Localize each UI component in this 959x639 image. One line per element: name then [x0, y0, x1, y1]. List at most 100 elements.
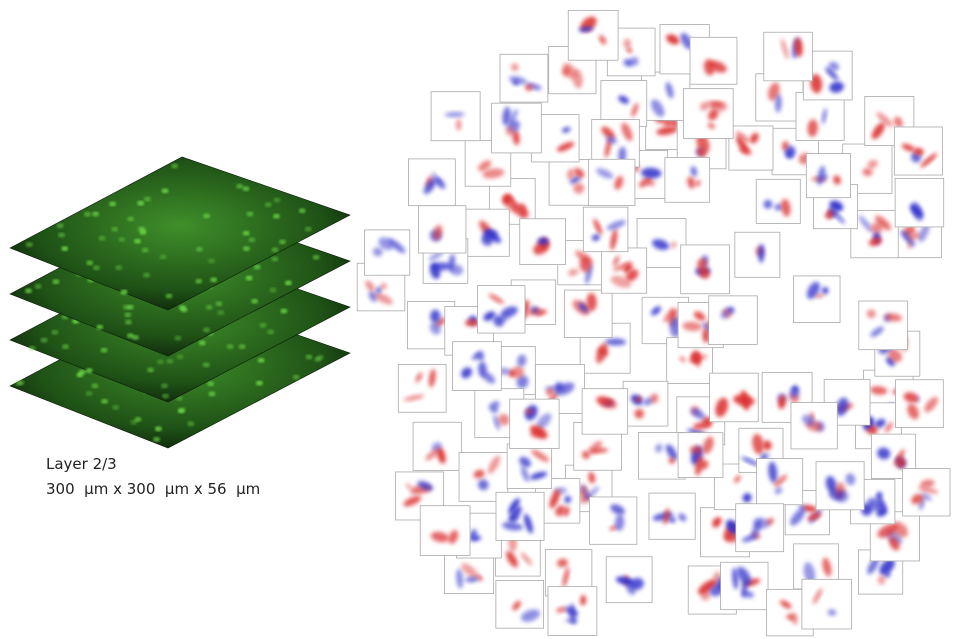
- cell: [254, 265, 261, 270]
- tile-frame: [582, 389, 628, 435]
- cell: [25, 288, 32, 293]
- cell: [206, 305, 213, 310]
- cell: [199, 341, 206, 346]
- receptive-field-tile: [895, 380, 943, 428]
- cell: [273, 214, 280, 219]
- receptive-field-tile: [453, 342, 502, 391]
- tile-frame: [420, 506, 470, 556]
- receptive-field-tile: [729, 126, 773, 170]
- cell: [132, 335, 139, 340]
- receptive-field-tile: [756, 179, 800, 223]
- receptive-field-tile: [398, 364, 446, 412]
- receptive-field-tile: [721, 562, 768, 609]
- cell: [84, 212, 91, 217]
- receptive-field-tile: [601, 248, 646, 293]
- cell: [317, 355, 324, 360]
- receptive-field-tile: [431, 92, 480, 141]
- cell: [86, 260, 93, 265]
- tile-frame: [589, 497, 636, 544]
- receptive-field-tile: [606, 557, 652, 603]
- cell: [112, 405, 119, 410]
- cell: [179, 305, 186, 310]
- cell: [208, 258, 215, 263]
- receptive-field-tile: [665, 158, 710, 203]
- tile-frame: [756, 179, 800, 223]
- cell: [280, 309, 287, 314]
- cell: [217, 310, 224, 315]
- receptive-field-tile: [623, 381, 668, 426]
- cell: [111, 227, 118, 232]
- cell: [265, 202, 272, 207]
- cell: [138, 226, 145, 231]
- figure: Layer 2/3 300 μm x 300 μm x 56 μm (() =>…: [0, 0, 959, 639]
- receptive-field-tile: [806, 153, 850, 197]
- tile-frame: [859, 301, 908, 350]
- cell: [203, 213, 210, 218]
- cell: [174, 336, 181, 341]
- receptive-field-tile: [683, 89, 733, 139]
- receptive-field-tile: [903, 469, 950, 516]
- cell: [293, 375, 300, 380]
- receptive-field-tile: [589, 159, 635, 205]
- cell: [86, 368, 93, 373]
- cell: [246, 276, 253, 281]
- cell: [130, 420, 137, 425]
- cell: [96, 325, 103, 330]
- receptive-field-tile: [582, 389, 628, 435]
- cell: [93, 265, 100, 270]
- cell: [58, 233, 65, 238]
- receptive-field-tile: [710, 373, 759, 422]
- cell: [203, 362, 210, 367]
- receptive-field-tile: [894, 127, 942, 175]
- receptive-field-tile: [500, 54, 548, 102]
- receptive-field-tile: [492, 103, 542, 153]
- receptive-field-tile: [568, 10, 618, 60]
- cell: [62, 344, 69, 349]
- cell: [242, 186, 249, 191]
- cell: [92, 212, 99, 217]
- cell: [35, 284, 42, 289]
- tile-frame: [903, 469, 950, 516]
- receptive-field-tile: [420, 506, 470, 556]
- cell: [267, 329, 274, 334]
- cell: [258, 358, 265, 363]
- receptive-field-tile: [851, 210, 898, 257]
- cell: [256, 381, 263, 386]
- cell: [271, 257, 278, 262]
- cell: [259, 323, 266, 328]
- receptive-field-tile: [496, 492, 544, 540]
- receptive-field-tile: [565, 290, 612, 337]
- tile-frame: [690, 37, 737, 84]
- receptive-field-tile: [549, 160, 595, 206]
- receptive-field-tile: [589, 497, 636, 544]
- cell: [109, 201, 116, 206]
- cell: [299, 208, 306, 213]
- receptive-field-tile: [709, 296, 758, 345]
- cell: [76, 372, 83, 377]
- receptive-field-tile: [678, 433, 723, 478]
- cell: [248, 237, 255, 242]
- cell: [143, 273, 150, 278]
- receptive-field-tile: [510, 399, 559, 448]
- cell: [271, 247, 278, 252]
- cell: [57, 223, 64, 228]
- cell: [17, 380, 24, 385]
- receptive-field-tile: [802, 579, 852, 629]
- receptive-field-tile: [681, 245, 730, 294]
- receptive-field-tile: [859, 301, 908, 350]
- cell: [142, 248, 149, 253]
- cell: [305, 355, 312, 360]
- cell: [121, 290, 128, 295]
- receptive-field-tile: [736, 504, 784, 552]
- cell: [305, 227, 312, 232]
- receptive-field-tile: [642, 72, 690, 120]
- receptive-field-tile: [757, 459, 803, 505]
- receptive-field-tile: [477, 286, 524, 333]
- receptive-field-tile: [548, 587, 597, 636]
- cell: [246, 212, 253, 217]
- cell: [208, 391, 215, 396]
- tile-frame: [683, 89, 733, 139]
- cell: [26, 242, 33, 247]
- cell: [279, 239, 286, 244]
- receptive-field-tile: [816, 462, 864, 510]
